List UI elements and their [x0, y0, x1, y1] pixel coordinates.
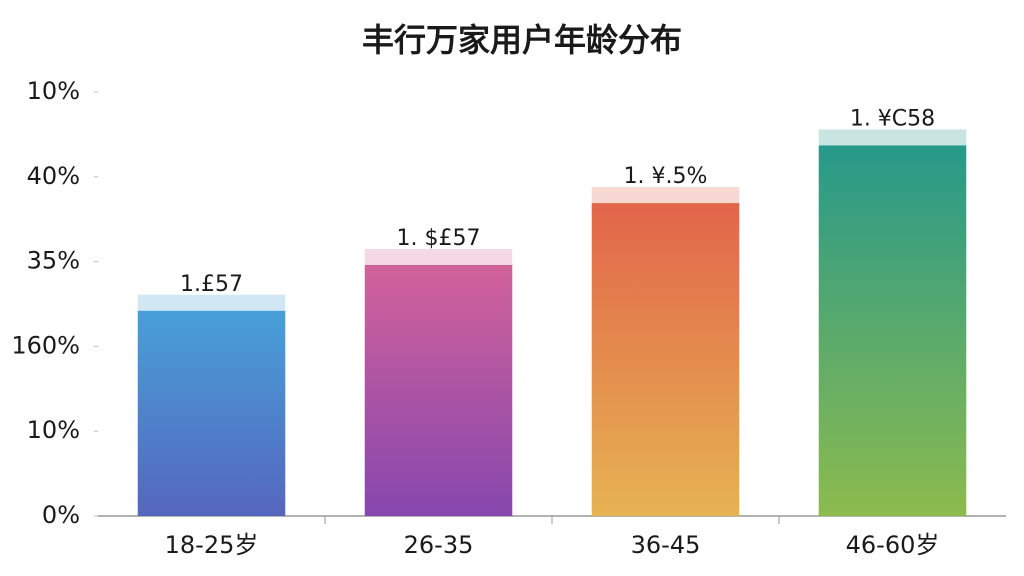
- x-tick-label: 18-25岁: [165, 531, 259, 559]
- y-tick-label: 40%: [27, 162, 80, 190]
- bar: [818, 145, 967, 516]
- y-tick-label: 10%: [27, 416, 80, 444]
- chart-title: 丰行万家用户年龄分布: [362, 21, 682, 59]
- bar-cap: [364, 248, 513, 265]
- bar-cap: [137, 294, 286, 311]
- x-tick-label: 46-60岁: [846, 531, 940, 559]
- y-tick-label: 0%: [42, 501, 80, 529]
- value-label: 1. ¥.5%: [624, 164, 708, 189]
- x-tick-label: 36-45: [631, 531, 701, 559]
- bar-cap: [591, 187, 740, 204]
- y-tick-label: 10%: [27, 77, 80, 105]
- bar: [137, 310, 286, 516]
- y-tick-label: 35%: [27, 247, 80, 275]
- x-tick-label: 26-35: [404, 531, 474, 559]
- bar: [364, 264, 513, 516]
- y-tick-label: 160%: [11, 331, 80, 359]
- value-label: 1. $£57: [397, 226, 481, 251]
- bar-cap: [818, 129, 967, 146]
- value-label: 1.£57: [180, 272, 243, 297]
- bar: [591, 203, 740, 516]
- value-label: 1. ¥C58: [850, 106, 935, 131]
